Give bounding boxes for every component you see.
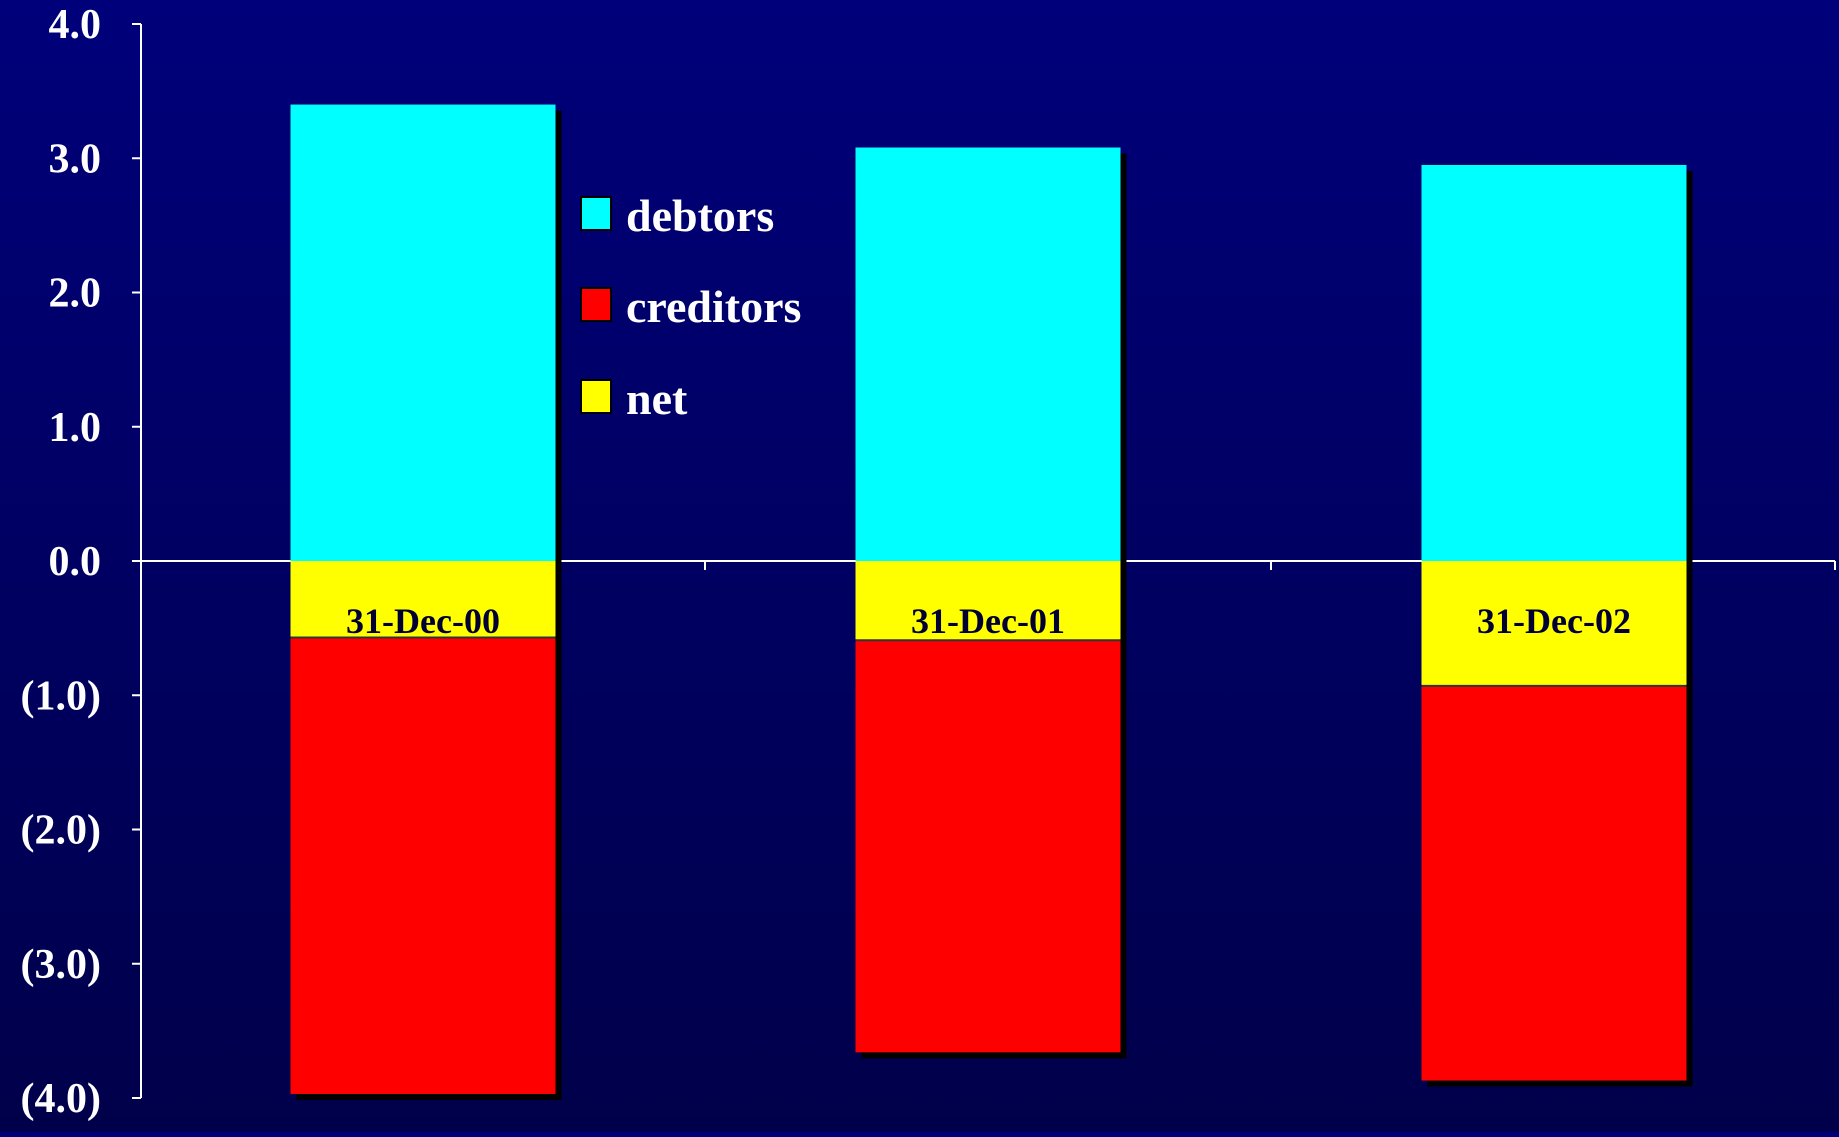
bar-net (855, 561, 1121, 641)
y-tick-label: (3.0) (21, 942, 101, 988)
y-axis: 4.0 3.0 2.0 1.0 0.0 (1.0) (2.0) (3.0) (4.0) (21, 2, 142, 1122)
legend-label-debtors: debtors (626, 190, 774, 241)
category-label: 31-Dec-02 (1477, 601, 1631, 641)
category-label: 31-Dec-00 (346, 601, 500, 641)
y-tick-label: 0.0 (49, 539, 102, 585)
bars (290, 104, 1693, 1100)
bar-creditors (290, 561, 556, 1094)
y-tick-label: 4.0 (49, 2, 102, 48)
y-tick-label: (1.0) (21, 673, 101, 719)
legend: debtors creditors net (580, 190, 801, 424)
bar-debtors (1421, 164, 1687, 561)
bar-net (290, 561, 556, 638)
y-tick-label: 2.0 (49, 271, 102, 317)
legend-label-creditors: creditors (626, 281, 801, 332)
bar-debtors (290, 104, 556, 562)
legend-swatch-creditors (580, 287, 612, 322)
legend-swatch-net (580, 379, 612, 414)
bar-debtors (855, 147, 1121, 561)
legend-label-net: net (626, 373, 688, 424)
legend-swatch-debtors (580, 196, 612, 231)
y-tick-label: 1.0 (49, 405, 102, 451)
category-labels: 31-Dec-00 31-Dec-01 31-Dec-02 (346, 601, 1631, 641)
category-label: 31-Dec-01 (911, 601, 1065, 641)
bar-net (1421, 561, 1687, 686)
y-tick-label: 3.0 (49, 136, 102, 182)
bar-creditors (855, 561, 1121, 1053)
y-tick-label: (2.0) (21, 808, 101, 854)
y-tick-label: (4.0) (21, 1076, 101, 1122)
